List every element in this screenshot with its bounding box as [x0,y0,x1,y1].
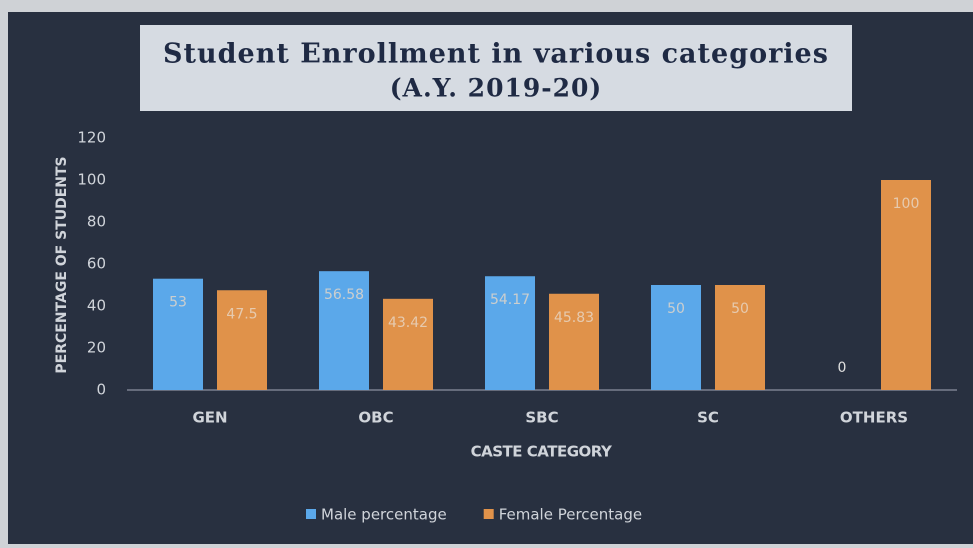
y-tick-label: 60 [87,255,106,273]
y-tick-label: 120 [77,129,106,147]
data-label: 0 [838,360,847,376]
chart-title: Student Enrollment in various categories [163,39,829,70]
data-label: 54.17 [490,292,530,308]
x-tick-label: GEN [192,409,227,427]
data-label: 56.58 [324,287,364,303]
data-label: 100 [893,196,920,212]
y-tick-label: 40 [87,297,106,315]
x-tick-label: OTHERS [840,409,908,427]
x-tick-label: OBC [358,409,393,427]
legend-swatch [306,509,316,519]
data-label: 47.5 [226,306,257,322]
bar [549,293,599,390]
y-axis-label: PERCENTAGE OF STUDENTS [54,156,70,373]
bar [881,180,931,390]
bar [715,285,765,390]
data-label: 45.83 [554,310,594,326]
bar [153,278,203,390]
data-label: 50 [731,301,749,317]
y-tick-label: 20 [87,339,106,357]
data-label: 53 [169,295,187,311]
x-tick-label: SBC [525,409,558,427]
x-axis-label: CASTE CATEGORY [471,443,613,461]
bar [383,298,433,390]
legend-label: Female Percentage [499,506,642,524]
legend-label: Male percentage [321,506,447,524]
x-tick-label: SC [697,409,719,427]
data-label: 50 [667,301,685,317]
chart-subtitle: (A.Y. 2019-20) [390,74,603,103]
title-box [140,25,852,111]
data-label: 43.42 [388,315,428,331]
legend-swatch [483,509,494,519]
y-tick-label: 0 [96,381,106,399]
bar [651,285,701,390]
y-tick-label: 80 [87,213,106,231]
bar [319,271,369,390]
y-tick-label: 100 [77,171,106,189]
bar [217,290,267,390]
bar [485,276,535,390]
